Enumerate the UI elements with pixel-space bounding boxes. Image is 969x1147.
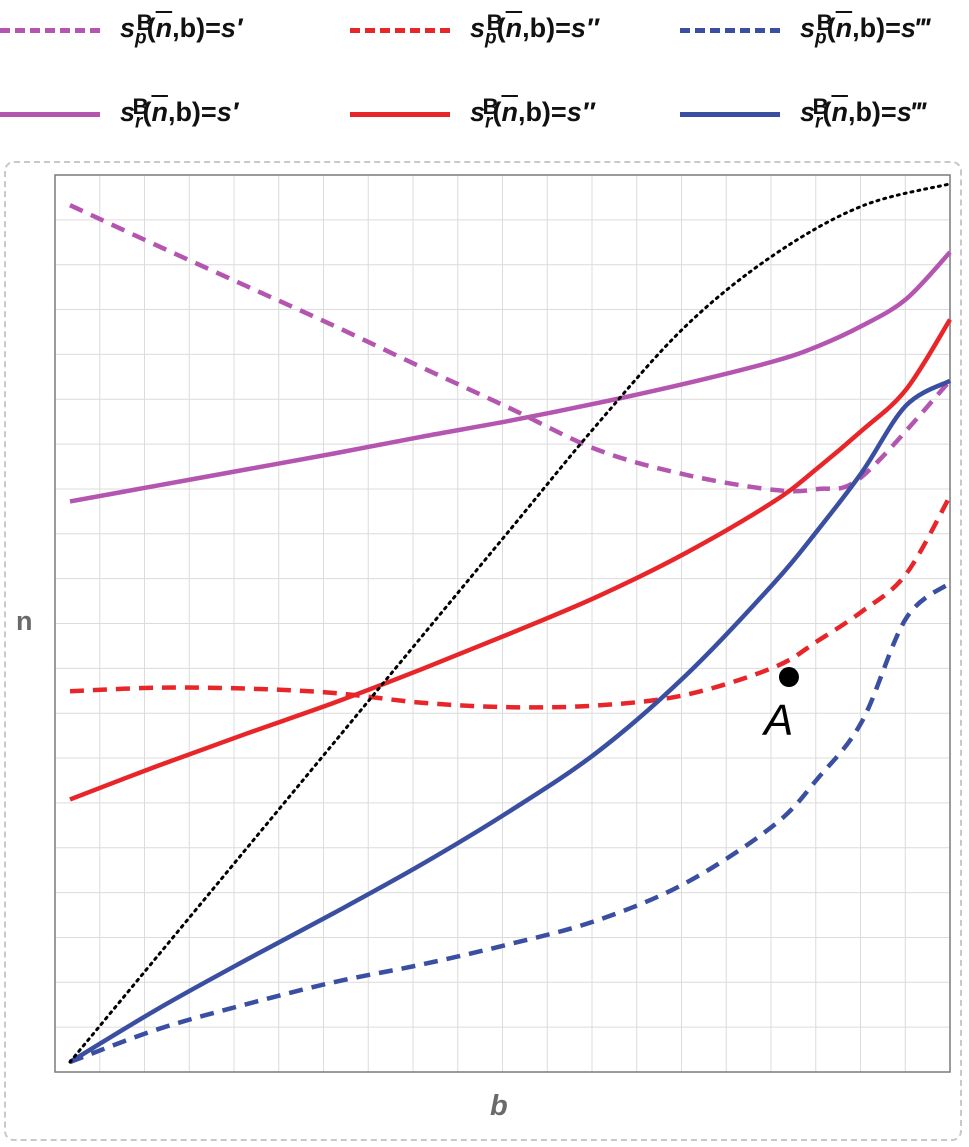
legend-item: sp B (n,b)=s″ xyxy=(350,8,640,48)
legend-label: sp B (n,b)=s′ xyxy=(120,10,243,49)
legend: sp B (n,b)=s′ sp B (n,b)=s″ sp B (n,b)=s‴ sr B (n,b… xyxy=(0,0,969,150)
legend-item: sp B (n,b)=s‴ xyxy=(680,8,969,48)
series-line-5 xyxy=(68,378,952,1064)
legend-item: sp B (n,b)=s′ xyxy=(0,8,290,48)
series-line-4 xyxy=(69,318,952,802)
legend-label: sr B (n,b)=s″ xyxy=(470,94,595,133)
legend-swatch xyxy=(350,28,450,33)
x-axis-label: b xyxy=(490,1090,508,1122)
legend-swatch xyxy=(680,28,780,33)
legend-item: sr B (n,b)=s‴ xyxy=(680,92,969,132)
legend-label: sr B (n,b)=s‴ xyxy=(800,94,925,133)
plot-area-border xyxy=(54,174,951,1073)
legend-item: sr B (n,b)=s″ xyxy=(350,92,640,132)
point-a-marker xyxy=(778,667,799,688)
legend-swatch xyxy=(0,112,100,117)
series-line-1 xyxy=(69,494,952,710)
y-axis-label: n xyxy=(16,606,33,636)
legend-swatch xyxy=(680,112,780,117)
series-line-3 xyxy=(69,250,952,504)
legend-swatch xyxy=(0,28,100,33)
legend-label: sr B (n,b)=s′ xyxy=(120,94,239,133)
point-a-label: A xyxy=(764,696,794,745)
series-line-6 xyxy=(68,182,952,1064)
series-line-2 xyxy=(69,581,952,1065)
legend-label: sp B (n,b)=s‴ xyxy=(800,10,929,49)
legend-swatch xyxy=(350,112,450,117)
series-line-0 xyxy=(69,203,952,494)
legend-label: sp B (n,b)=s″ xyxy=(470,10,599,49)
legend-item: sr B (n,b)=s′ xyxy=(0,92,290,132)
plot-frame xyxy=(4,161,962,1141)
